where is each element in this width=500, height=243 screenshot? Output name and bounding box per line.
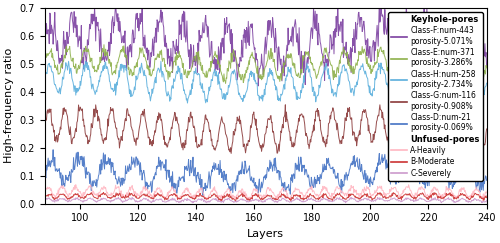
Y-axis label: High-frequency ratio: High-frequency ratio	[4, 48, 14, 164]
Legend: Keyhole-pores, Class-F:num-443
porosity-5.071%, Class-E:num-371
porosity-3.286%,: Keyhole-pores, Class-F:num-443 porosity-…	[388, 12, 483, 181]
X-axis label: Layers: Layers	[247, 229, 284, 239]
